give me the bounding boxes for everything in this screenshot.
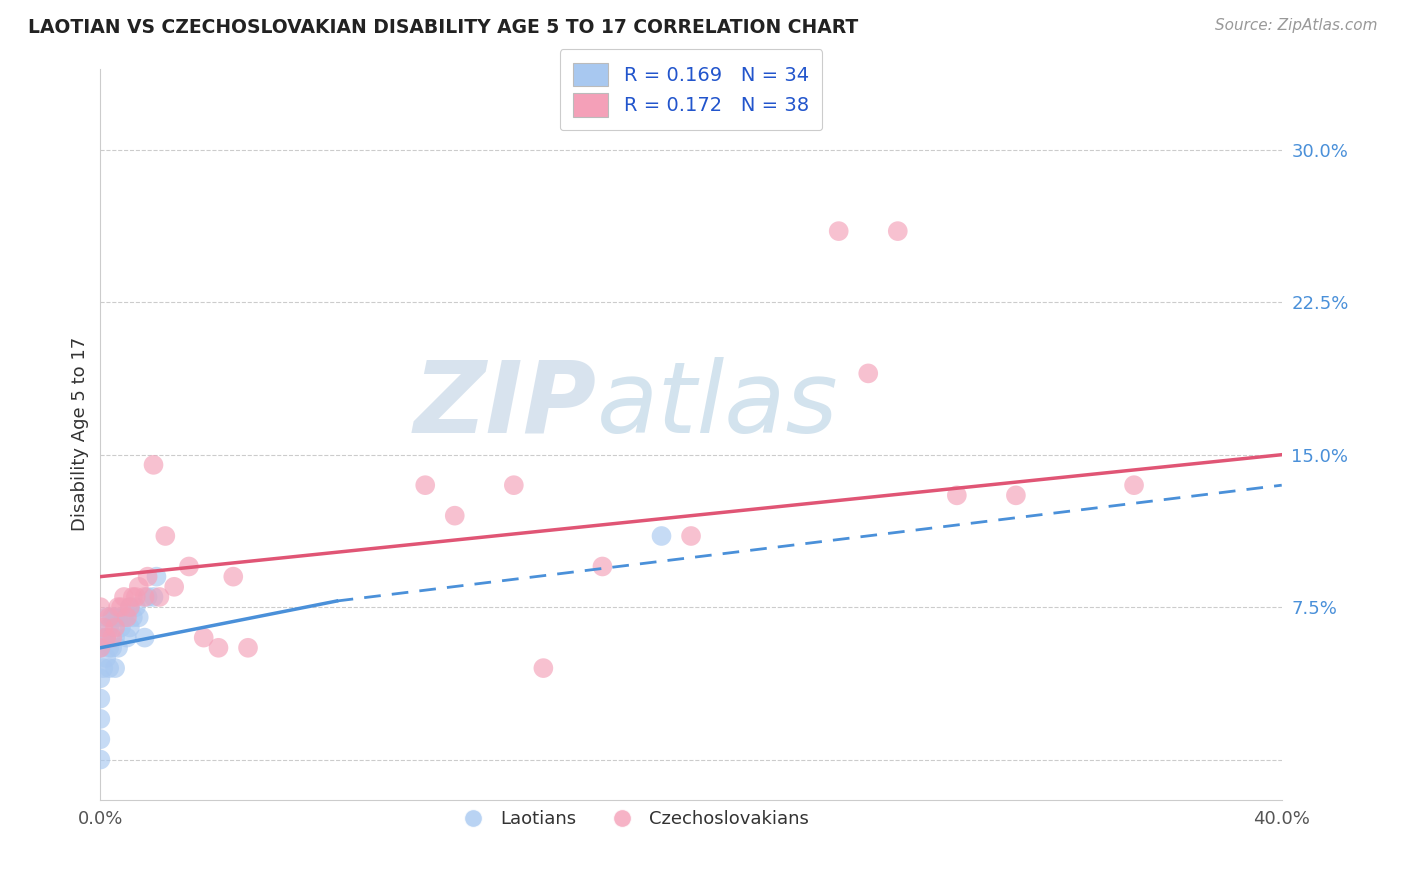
Point bbox=[89, 753, 111, 767]
Point bbox=[121, 590, 143, 604]
Point bbox=[650, 529, 672, 543]
Point bbox=[96, 651, 118, 665]
Point bbox=[110, 600, 132, 615]
Point bbox=[128, 610, 150, 624]
Text: atlas: atlas bbox=[596, 357, 838, 454]
Point bbox=[101, 631, 124, 645]
Point bbox=[136, 569, 159, 583]
Point bbox=[96, 631, 118, 645]
Text: Source: ZipAtlas.com: Source: ZipAtlas.com bbox=[1215, 18, 1378, 33]
Point bbox=[101, 610, 124, 624]
Point bbox=[207, 640, 229, 655]
Point bbox=[96, 610, 118, 624]
Point bbox=[222, 569, 245, 583]
Point bbox=[104, 661, 127, 675]
Point bbox=[193, 631, 215, 645]
Point bbox=[531, 661, 554, 675]
Point bbox=[91, 661, 114, 675]
Point bbox=[136, 590, 159, 604]
Point bbox=[107, 640, 129, 655]
Point bbox=[101, 640, 124, 655]
Point bbox=[125, 600, 148, 615]
Point bbox=[107, 600, 129, 615]
Point bbox=[946, 488, 969, 502]
Point bbox=[104, 620, 127, 634]
Point bbox=[107, 610, 129, 624]
Point bbox=[145, 569, 167, 583]
Point bbox=[89, 732, 111, 747]
Point bbox=[443, 508, 465, 523]
Point bbox=[1123, 478, 1146, 492]
Point bbox=[98, 661, 121, 675]
Point bbox=[89, 712, 111, 726]
Point bbox=[118, 600, 141, 615]
Point bbox=[236, 640, 259, 655]
Point bbox=[104, 631, 127, 645]
Point bbox=[163, 580, 186, 594]
Point bbox=[89, 671, 111, 685]
Point bbox=[177, 559, 200, 574]
Point bbox=[115, 631, 138, 645]
Point bbox=[134, 631, 156, 645]
Point bbox=[118, 620, 141, 634]
Point bbox=[89, 691, 111, 706]
Point bbox=[887, 224, 910, 238]
Point bbox=[98, 640, 121, 655]
Point bbox=[679, 529, 702, 543]
Point bbox=[858, 367, 880, 381]
Point bbox=[502, 478, 524, 492]
Point bbox=[112, 590, 135, 604]
Point bbox=[89, 640, 111, 655]
Point bbox=[142, 458, 165, 472]
Point bbox=[110, 620, 132, 634]
Point bbox=[98, 610, 121, 624]
Point bbox=[89, 600, 111, 615]
Point bbox=[91, 620, 114, 634]
Point bbox=[121, 610, 143, 624]
Point bbox=[1005, 488, 1028, 502]
Text: ZIP: ZIP bbox=[413, 357, 596, 454]
Text: LAOTIAN VS CZECHOSLOVAKIAN DISABILITY AGE 5 TO 17 CORRELATION CHART: LAOTIAN VS CZECHOSLOVAKIAN DISABILITY AG… bbox=[28, 18, 859, 37]
Point bbox=[96, 631, 118, 645]
Point bbox=[828, 224, 851, 238]
Point bbox=[142, 590, 165, 604]
Point bbox=[125, 590, 148, 604]
Point bbox=[148, 590, 170, 604]
Point bbox=[591, 559, 613, 574]
Point bbox=[115, 610, 138, 624]
Point bbox=[104, 610, 127, 624]
Point bbox=[112, 610, 135, 624]
Point bbox=[134, 590, 156, 604]
Legend: Laotians, Czechoslovakians: Laotians, Czechoslovakians bbox=[449, 803, 815, 835]
Point bbox=[91, 631, 114, 645]
Point bbox=[128, 580, 150, 594]
Point bbox=[155, 529, 177, 543]
Point bbox=[89, 640, 111, 655]
Y-axis label: Disability Age 5 to 17: Disability Age 5 to 17 bbox=[72, 337, 89, 532]
Point bbox=[118, 600, 141, 615]
Point bbox=[98, 620, 121, 634]
Point bbox=[413, 478, 436, 492]
